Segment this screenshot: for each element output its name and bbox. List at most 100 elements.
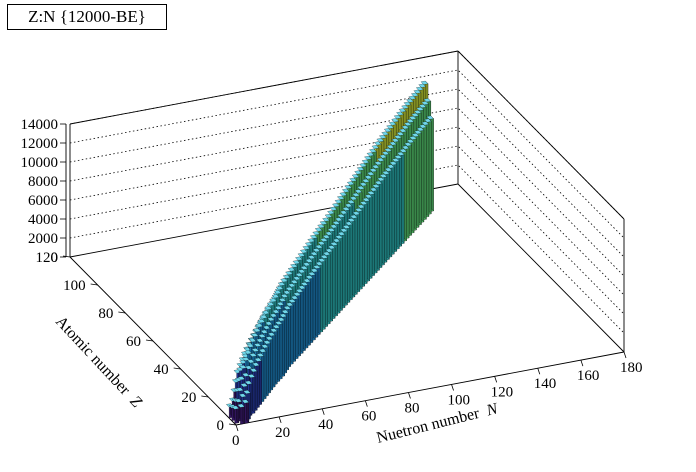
bar-top	[251, 348, 260, 352]
bar-top	[356, 166, 365, 171]
bar-top	[369, 168, 378, 173]
bar-top	[251, 333, 259, 337]
bar-top	[342, 188, 350, 193]
y-tick	[228, 423, 237, 426]
bar-top	[399, 148, 407, 153]
bar-top	[346, 181, 355, 186]
bar-top	[411, 133, 420, 138]
bar-top	[310, 251, 318, 256]
bar-top	[267, 332, 276, 337]
bar-top	[244, 350, 252, 355]
x-tick	[321, 408, 325, 415]
bar-top	[357, 185, 365, 190]
bar-top	[372, 184, 380, 189]
y-tick-label: 0	[217, 418, 225, 434]
x-tick	[235, 424, 239, 432]
bar-top	[374, 161, 382, 166]
bar-top	[419, 124, 427, 129]
y-tick	[173, 367, 181, 370]
bar-top	[236, 387, 244, 392]
bar-top	[282, 274, 291, 279]
lego-bar	[241, 399, 250, 424]
bar-top	[262, 310, 270, 315]
bar-top	[300, 265, 308, 270]
bar-top	[418, 83, 427, 88]
bar-top	[351, 174, 360, 179]
bar-top	[266, 302, 275, 307]
bar-top	[269, 328, 278, 333]
bar-top	[423, 98, 432, 103]
bar-top	[231, 405, 240, 410]
x-tick-label: 20	[275, 425, 290, 441]
x-tick	[580, 359, 584, 367]
x-tick	[408, 392, 411, 399]
bar-top	[404, 142, 412, 147]
z-tick-label: 4000	[28, 212, 58, 228]
bar-top	[290, 295, 299, 300]
bar-top	[421, 101, 429, 106]
tick-labels: 0204060801001201401601800204060801001200…	[21, 117, 643, 449]
bar-top	[320, 237, 328, 242]
bar-top	[389, 161, 398, 166]
bar-top	[277, 282, 286, 286]
bar-top	[332, 238, 341, 243]
bar-top	[283, 290, 291, 295]
bar-top	[386, 124, 394, 129]
bar-top	[317, 224, 325, 229]
y-tick-label: 20	[181, 390, 196, 406]
z-tick-label: 10000	[21, 155, 59, 171]
bar-face	[246, 399, 250, 423]
y-tick	[201, 395, 209, 398]
bar-top	[379, 154, 387, 159]
bar-top	[376, 138, 385, 143]
bar-top	[298, 285, 306, 290]
bar-top	[330, 241, 338, 246]
bar-top	[345, 221, 353, 226]
bar-top	[305, 242, 313, 247]
z-gridline	[69, 164, 625, 334]
bar-top	[292, 276, 301, 281]
bar-top	[277, 317, 285, 322]
x-tick-label: 100	[448, 392, 471, 408]
bar-top	[249, 368, 258, 373]
bar-top	[379, 173, 388, 178]
bar-top	[408, 115, 417, 120]
bar-top	[287, 267, 296, 272]
bar-top	[371, 164, 380, 169]
bar-top	[349, 196, 358, 201]
bar-top	[295, 288, 304, 293]
bar-top	[364, 175, 373, 180]
bar-top	[415, 86, 424, 91]
bar-top	[254, 357, 262, 362]
bar-top	[244, 365, 253, 370]
bar-top	[309, 234, 318, 239]
bar-top	[325, 248, 333, 253]
bar-top	[418, 104, 427, 109]
x-tick-label: 60	[361, 409, 376, 425]
z-gridline	[69, 107, 625, 277]
bar-top	[364, 155, 372, 160]
bar-top	[354, 170, 362, 175]
bar-top	[352, 211, 361, 216]
bar-top	[396, 131, 405, 136]
bar-top	[327, 227, 336, 232]
z-tick-label: 14000	[21, 117, 59, 133]
bar-top	[258, 348, 267, 353]
bar-top	[257, 319, 266, 324]
bar-top	[279, 313, 287, 318]
y-tick	[90, 283, 98, 286]
bar-top	[362, 178, 370, 183]
bar-top	[275, 286, 284, 291]
bar-top	[244, 380, 253, 385]
bar-top	[387, 164, 395, 169]
bar-top	[308, 271, 316, 276]
bar-top	[237, 403, 245, 408]
bar-top	[337, 195, 345, 200]
x-tick-label: 40	[318, 417, 333, 433]
bar-top	[374, 180, 383, 185]
bar-top	[249, 353, 257, 357]
y-tick-label: 120	[36, 250, 59, 266]
z-gridline	[69, 88, 625, 258]
axes-frame	[65, 50, 625, 426]
